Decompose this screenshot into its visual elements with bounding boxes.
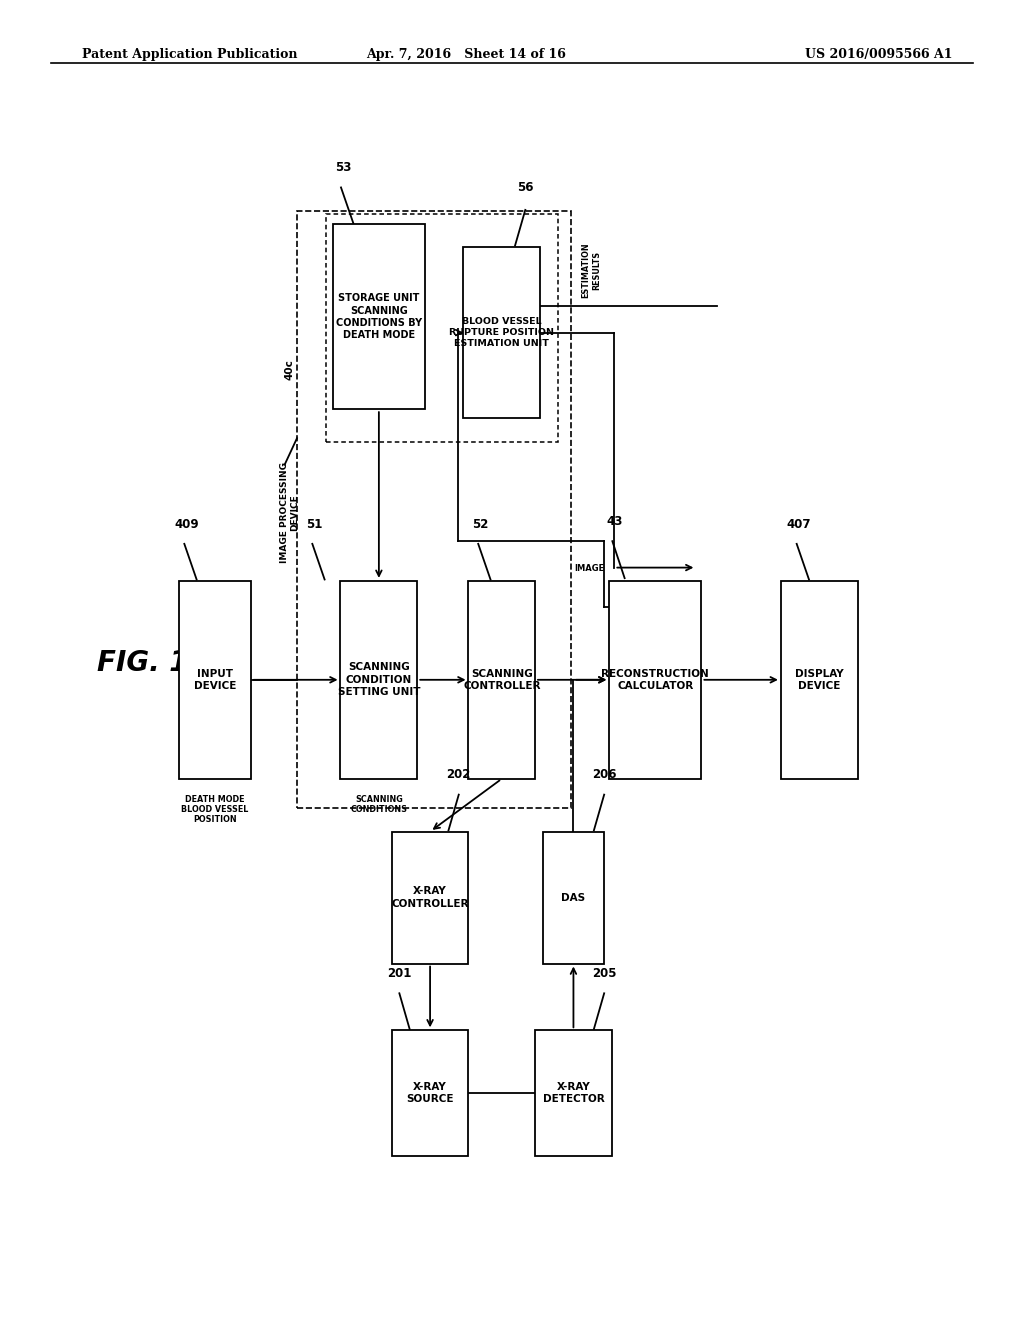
Text: 51: 51 <box>306 517 323 531</box>
Bar <box>463 247 541 418</box>
Bar <box>609 581 701 779</box>
Bar <box>179 581 251 779</box>
Bar <box>781 581 858 779</box>
Text: SCANNING
CONTROLLER: SCANNING CONTROLLER <box>463 669 541 690</box>
Text: 202: 202 <box>446 768 471 781</box>
Bar <box>391 832 469 964</box>
Text: DAS: DAS <box>561 892 586 903</box>
Text: BLOOD VESSEL
RUPTURE POSITION
ESTIMATION UNIT: BLOOD VESSEL RUPTURE POSITION ESTIMATION… <box>450 317 554 348</box>
Bar <box>391 1030 469 1156</box>
Text: 205: 205 <box>592 968 616 979</box>
Text: 201: 201 <box>387 968 412 979</box>
Text: Apr. 7, 2016   Sheet 14 of 16: Apr. 7, 2016 Sheet 14 of 16 <box>366 48 566 61</box>
Text: DISPLAY
DEVICE: DISPLAY DEVICE <box>795 669 844 690</box>
Text: IMAGE: IMAGE <box>573 564 604 573</box>
Text: 53: 53 <box>335 161 351 174</box>
Bar <box>340 581 418 779</box>
Text: INPUT
DEVICE: INPUT DEVICE <box>194 669 237 690</box>
Text: US 2016/0095566 A1: US 2016/0095566 A1 <box>805 48 952 61</box>
Text: 43: 43 <box>606 515 623 528</box>
Text: 40c: 40c <box>285 359 295 380</box>
Text: Patent Application Publication: Patent Application Publication <box>82 48 297 61</box>
Text: 56: 56 <box>517 181 534 194</box>
Text: DEATH MODE
BLOOD VESSEL
POSITION: DEATH MODE BLOOD VESSEL POSITION <box>181 795 249 825</box>
Text: X-RAY
CONTROLLER: X-RAY CONTROLLER <box>391 887 469 908</box>
Text: RECONSTRUCTION
CALCULATOR: RECONSTRUCTION CALCULATOR <box>601 669 710 690</box>
Bar <box>543 832 604 964</box>
Bar <box>326 214 558 442</box>
Bar <box>333 224 425 409</box>
Text: ESTIMATION
RESULTS: ESTIMATION RESULTS <box>582 243 601 298</box>
Text: STORAGE UNIT
SCANNING
CONDITIONS BY
DEATH MODE: STORAGE UNIT SCANNING CONDITIONS BY DEAT… <box>336 293 422 341</box>
Text: X-RAY
DETECTOR: X-RAY DETECTOR <box>543 1082 604 1104</box>
Text: IMAGE PROCESSING
DEVICE: IMAGE PROCESSING DEVICE <box>281 462 299 562</box>
Text: FIG. 14: FIG. 14 <box>97 648 208 677</box>
Text: 206: 206 <box>592 768 616 781</box>
Text: 52: 52 <box>472 517 488 531</box>
Bar <box>469 581 535 779</box>
Bar <box>297 211 571 808</box>
Text: 407: 407 <box>786 517 811 531</box>
Text: SCANNING
CONDITIONS: SCANNING CONDITIONS <box>350 795 408 814</box>
Text: 409: 409 <box>174 517 199 531</box>
Bar <box>536 1030 612 1156</box>
Text: X-RAY
SOURCE: X-RAY SOURCE <box>407 1082 454 1104</box>
Text: SCANNING
CONDITION
SETTING UNIT: SCANNING CONDITION SETTING UNIT <box>338 663 420 697</box>
